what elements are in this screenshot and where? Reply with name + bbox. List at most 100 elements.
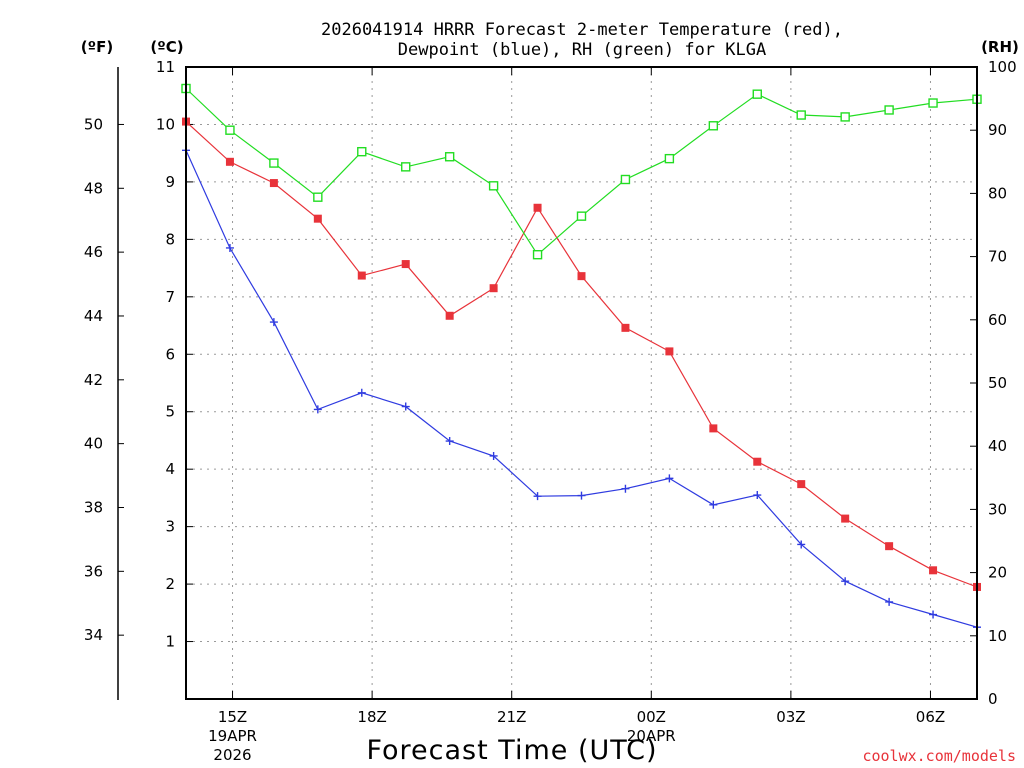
fahrenheit-unit-label: (ºF) (81, 38, 113, 56)
x-tick-label: 18Z (357, 708, 386, 726)
x-tick-label: 21Z (497, 708, 526, 726)
rh-point (840, 112, 850, 122)
fahrenheit-tick-label: 48 (84, 179, 103, 197)
rh-point (401, 162, 411, 172)
rh-point (532, 250, 543, 260)
temperature-point (797, 480, 806, 489)
celsius-tick-label: 4 (165, 460, 175, 478)
fahrenheit-tick-label: 36 (84, 562, 103, 580)
fahrenheit-tick-label: 34 (84, 626, 103, 644)
fahrenheit-tick-label: 40 (84, 435, 103, 453)
dewpoint-point (445, 437, 454, 446)
plot-frame (185, 66, 978, 700)
rh-point (357, 146, 367, 157)
celsius-tick-label: 11 (156, 58, 175, 76)
temperature-point (929, 566, 938, 575)
fahrenheit-tick-label: 50 (84, 115, 103, 133)
rh-tick-label: 100 (988, 58, 1017, 76)
dewpoint-point (753, 491, 762, 500)
rh-point (620, 174, 631, 185)
temperature-point (709, 424, 718, 433)
rh-point (796, 110, 806, 120)
temperature-point (885, 542, 894, 551)
source-credit: coolwx.com/models (862, 747, 1016, 765)
temperature-point (401, 260, 410, 269)
temperature-point (841, 514, 850, 523)
temperature-point (621, 323, 630, 332)
celsius-tick-label: 1 (165, 633, 175, 651)
rh-point (752, 89, 762, 99)
dewpoint-point (269, 318, 278, 327)
series-layer (181, 83, 982, 632)
temperature-point (665, 347, 674, 356)
chart-title-line1: 2026041914 HRRR Forecast 2-meter Tempera… (321, 20, 843, 40)
dewpoint-point (885, 597, 894, 606)
dewpoint-series-line (185, 150, 978, 628)
celsius-unit-label: (ºC) (150, 38, 183, 56)
celsius-tick-label: 3 (165, 518, 175, 536)
chart-title-line2: Dewpoint (blue), RH (green) for KLGA (398, 40, 766, 60)
celsius-tick-label: 9 (165, 173, 175, 191)
rh-point (928, 98, 938, 108)
rh-point (884, 105, 894, 115)
temperature-point (269, 179, 278, 188)
rh-tick-label: 30 (988, 500, 1007, 518)
fahrenheit-tick-label: 38 (84, 498, 103, 516)
temperature-point (313, 214, 322, 223)
temperature-point (357, 271, 366, 280)
dewpoint-point (489, 451, 498, 460)
temperature-point (533, 203, 542, 212)
celsius-tick-label: 6 (165, 345, 175, 363)
x-tick-date-label: 20APR (627, 727, 676, 745)
temperature-point (489, 284, 498, 293)
temperature-point (225, 157, 234, 166)
temperature-point (577, 272, 586, 281)
x-tick-label: 03Z (776, 708, 805, 726)
dewpoint-point (225, 243, 234, 252)
rh-point (225, 125, 235, 135)
x-tick-date-label: 19APR (208, 727, 257, 745)
dewpoint-point (577, 491, 586, 500)
rh-tick-label: 70 (988, 248, 1007, 266)
dewpoint-point (533, 492, 542, 501)
dewpoint-point (621, 484, 630, 493)
rh-tick-label: 0 (988, 690, 998, 708)
fahrenheit-tick-label: 42 (84, 371, 103, 389)
rh-tick-label: 40 (988, 437, 1007, 455)
celsius-tick-label: 10 (156, 115, 175, 133)
x-axis-title: Forecast Time (UTC) (366, 735, 657, 766)
dewpoint-point (665, 474, 674, 483)
rh-series-line (185, 88, 978, 256)
rh-tick-label: 60 (988, 311, 1007, 329)
dewpoint-point (929, 610, 938, 619)
rh-point (488, 181, 499, 191)
rh-point (444, 152, 455, 162)
rh-tick-label: 80 (988, 184, 1007, 202)
x-tick-year-label: 2026 (213, 746, 251, 764)
temperature-point (753, 457, 762, 466)
rh-point (664, 153, 675, 164)
celsius-tick-label: 8 (165, 230, 175, 248)
dewpoint-point (797, 540, 806, 549)
rh-point (313, 192, 323, 202)
rh-point (269, 158, 279, 168)
dewpoint-point (709, 500, 718, 509)
rh-tick-label: 20 (988, 564, 1007, 582)
celsius-tick-label: 2 (165, 575, 175, 593)
rh-unit-label: (RH) (981, 38, 1019, 56)
dewpoint-point (401, 402, 410, 411)
rh-point (576, 211, 587, 221)
dewpoint-point (313, 405, 322, 414)
celsius-tick-label: 7 (165, 288, 175, 306)
rh-point (708, 121, 719, 131)
rh-tick-label: 90 (988, 121, 1007, 139)
x-tick-label: 00Z (637, 708, 666, 726)
dewpoint-point (357, 388, 366, 397)
temperature-point (445, 311, 454, 320)
x-tick-label: 15Z (218, 708, 247, 726)
fahrenheit-tick-label: 46 (84, 243, 103, 261)
rh-tick-label: 50 (988, 374, 1007, 392)
fahrenheit-tick-label: 44 (84, 307, 103, 325)
